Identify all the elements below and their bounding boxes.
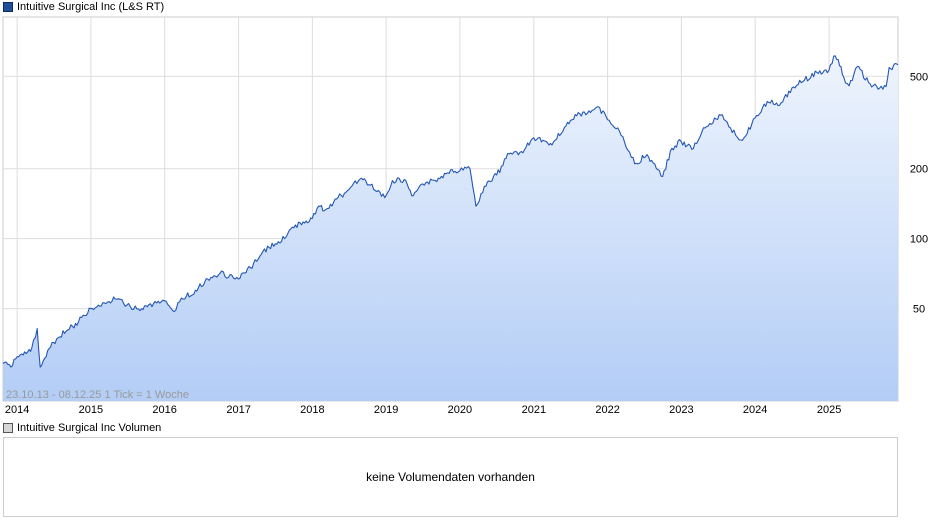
y-tick-label: 200 [910,164,928,176]
y-tick-label: 500 [910,71,928,83]
volume-legend: Intuitive Surgical Inc Volumen [3,421,161,435]
x-tick-label: 2019 [374,404,398,416]
price-chart: 2014 2015 2016 2017 2018 2019 2020 2021 2022 2023… [2,16,928,416]
volume-panel: keine Volumendaten vorhanden [3,437,898,517]
chart-legend: Intuitive Surgical Inc (L&S RT) [3,0,164,14]
y-tick-label: 100 [910,234,928,246]
price-area-fill [3,55,898,402]
y-tick-label: 50 [913,304,925,316]
price-line [2,55,899,368]
x-tick-label: 2022 [595,404,619,416]
x-tick-label: 2014 [5,404,29,416]
x-tick-label: 2018 [300,404,324,416]
no-volume-message: keine Volumendaten vorhanden [366,470,535,484]
series-color-swatch [3,2,13,12]
x-tick-label: 2025 [817,404,841,416]
range-info: 23.10.13 - 08.12.25 1 Tick = 1 Woche [6,389,189,401]
volume-color-swatch [3,423,13,433]
legend-label: Intuitive Surgical Inc (L&S RT) [17,1,165,13]
x-tick-label: 2024 [743,404,767,416]
x-tick-label: 2015 [79,404,103,416]
x-tick-label: 2016 [152,404,176,416]
volume-legend-label: Intuitive Surgical Inc Volumen [17,422,162,434]
x-tick-label: 2017 [226,404,250,416]
x-tick-label: 2021 [522,404,546,416]
x-tick-label: 2020 [448,404,472,416]
x-tick-label: 2023 [669,404,693,416]
